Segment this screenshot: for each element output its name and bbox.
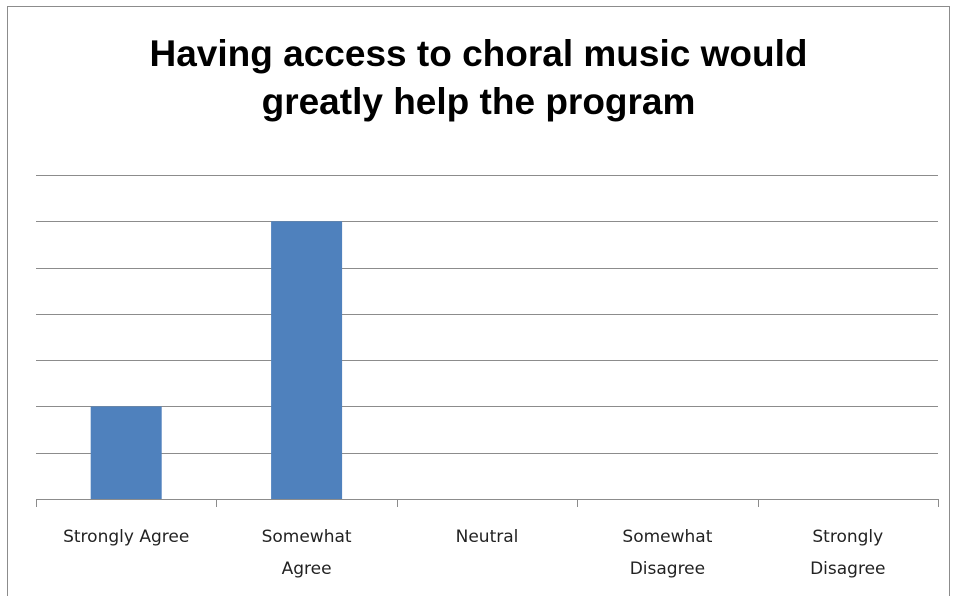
x-tick-label: Somewhat (622, 527, 712, 547)
x-axis (36, 499, 939, 507)
x-tick-label: Somewhat (262, 527, 352, 547)
x-tick-label: Disagree (630, 559, 705, 579)
x-tick-label: Agree (282, 559, 332, 579)
category-labels: Strongly Agree Somewhat Agree Neutral Somewh… (63, 527, 885, 579)
bar (90, 406, 162, 499)
gridlines (36, 175, 938, 454)
chart-title-line-2: greatly help the program (261, 81, 696, 122)
chart-frame (7, 6, 950, 596)
x-tick-label: Neutral (456, 527, 519, 547)
chart-title-line-1: Having access to choral music would (149, 33, 808, 74)
x-tick-label: Strongly (812, 527, 883, 547)
bars (90, 221, 343, 500)
chart-title: Having access to choral music would grea… (0, 30, 957, 126)
x-tick-label: Strongly Agree (63, 527, 189, 547)
x-tick-label: Disagree (810, 559, 885, 579)
bar (271, 221, 343, 500)
